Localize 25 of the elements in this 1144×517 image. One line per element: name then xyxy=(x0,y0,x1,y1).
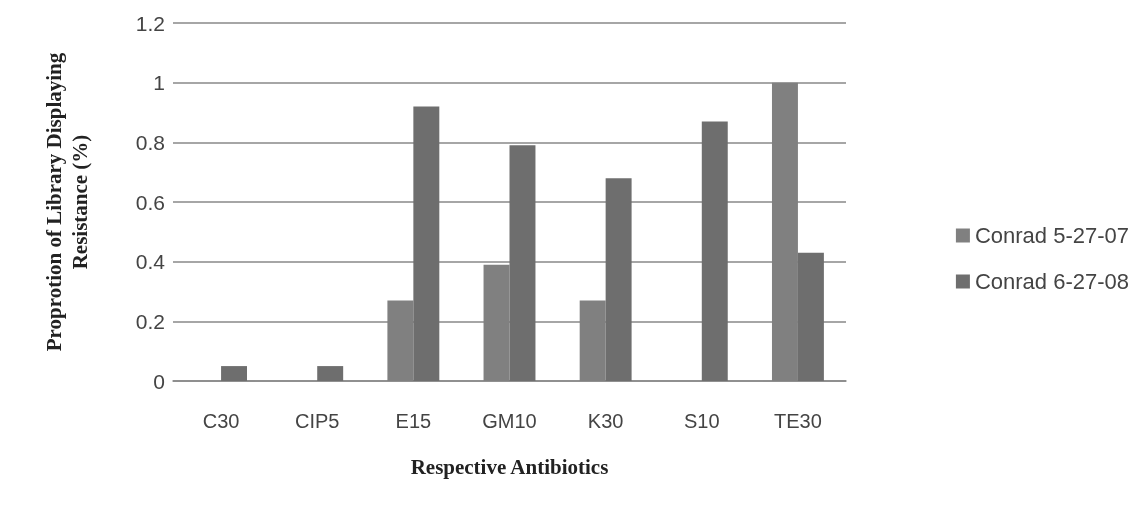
y-tick-label: 0.6 xyxy=(135,190,165,214)
y-tick-label: 0 xyxy=(153,369,165,393)
legend-label: Conrad 6-27-08 xyxy=(974,269,1130,294)
bar xyxy=(509,145,536,381)
x-tick-label: E15 xyxy=(395,410,432,432)
x-tick-label: TE30 xyxy=(774,410,822,432)
x-tick-label: C30 xyxy=(202,410,240,432)
y-tick-label: 0.4 xyxy=(135,250,166,274)
bar xyxy=(797,252,824,381)
y-tick-label: 1.2 xyxy=(135,11,165,35)
bar xyxy=(317,366,344,381)
bar xyxy=(413,106,440,381)
y-tick-label: 0.8 xyxy=(135,130,165,154)
y-tick-label: 1 xyxy=(153,71,165,95)
y-tick-label: 0.2 xyxy=(135,309,165,333)
bar xyxy=(221,366,248,381)
bar xyxy=(605,178,632,381)
legend-label: Conrad 5-27-07 xyxy=(974,223,1130,248)
y-axis-title: Proprotion of Library Displaying Resistance (%) xyxy=(42,52,92,352)
x-tick-label: K30 xyxy=(587,410,624,432)
x-tick-label: GM10 xyxy=(482,410,537,432)
x-tick-label: CIP5 xyxy=(294,410,340,432)
bar xyxy=(701,121,728,381)
x-tick-label: S10 xyxy=(683,410,720,432)
x-axis-title: Respective Antibiotics xyxy=(410,454,609,479)
